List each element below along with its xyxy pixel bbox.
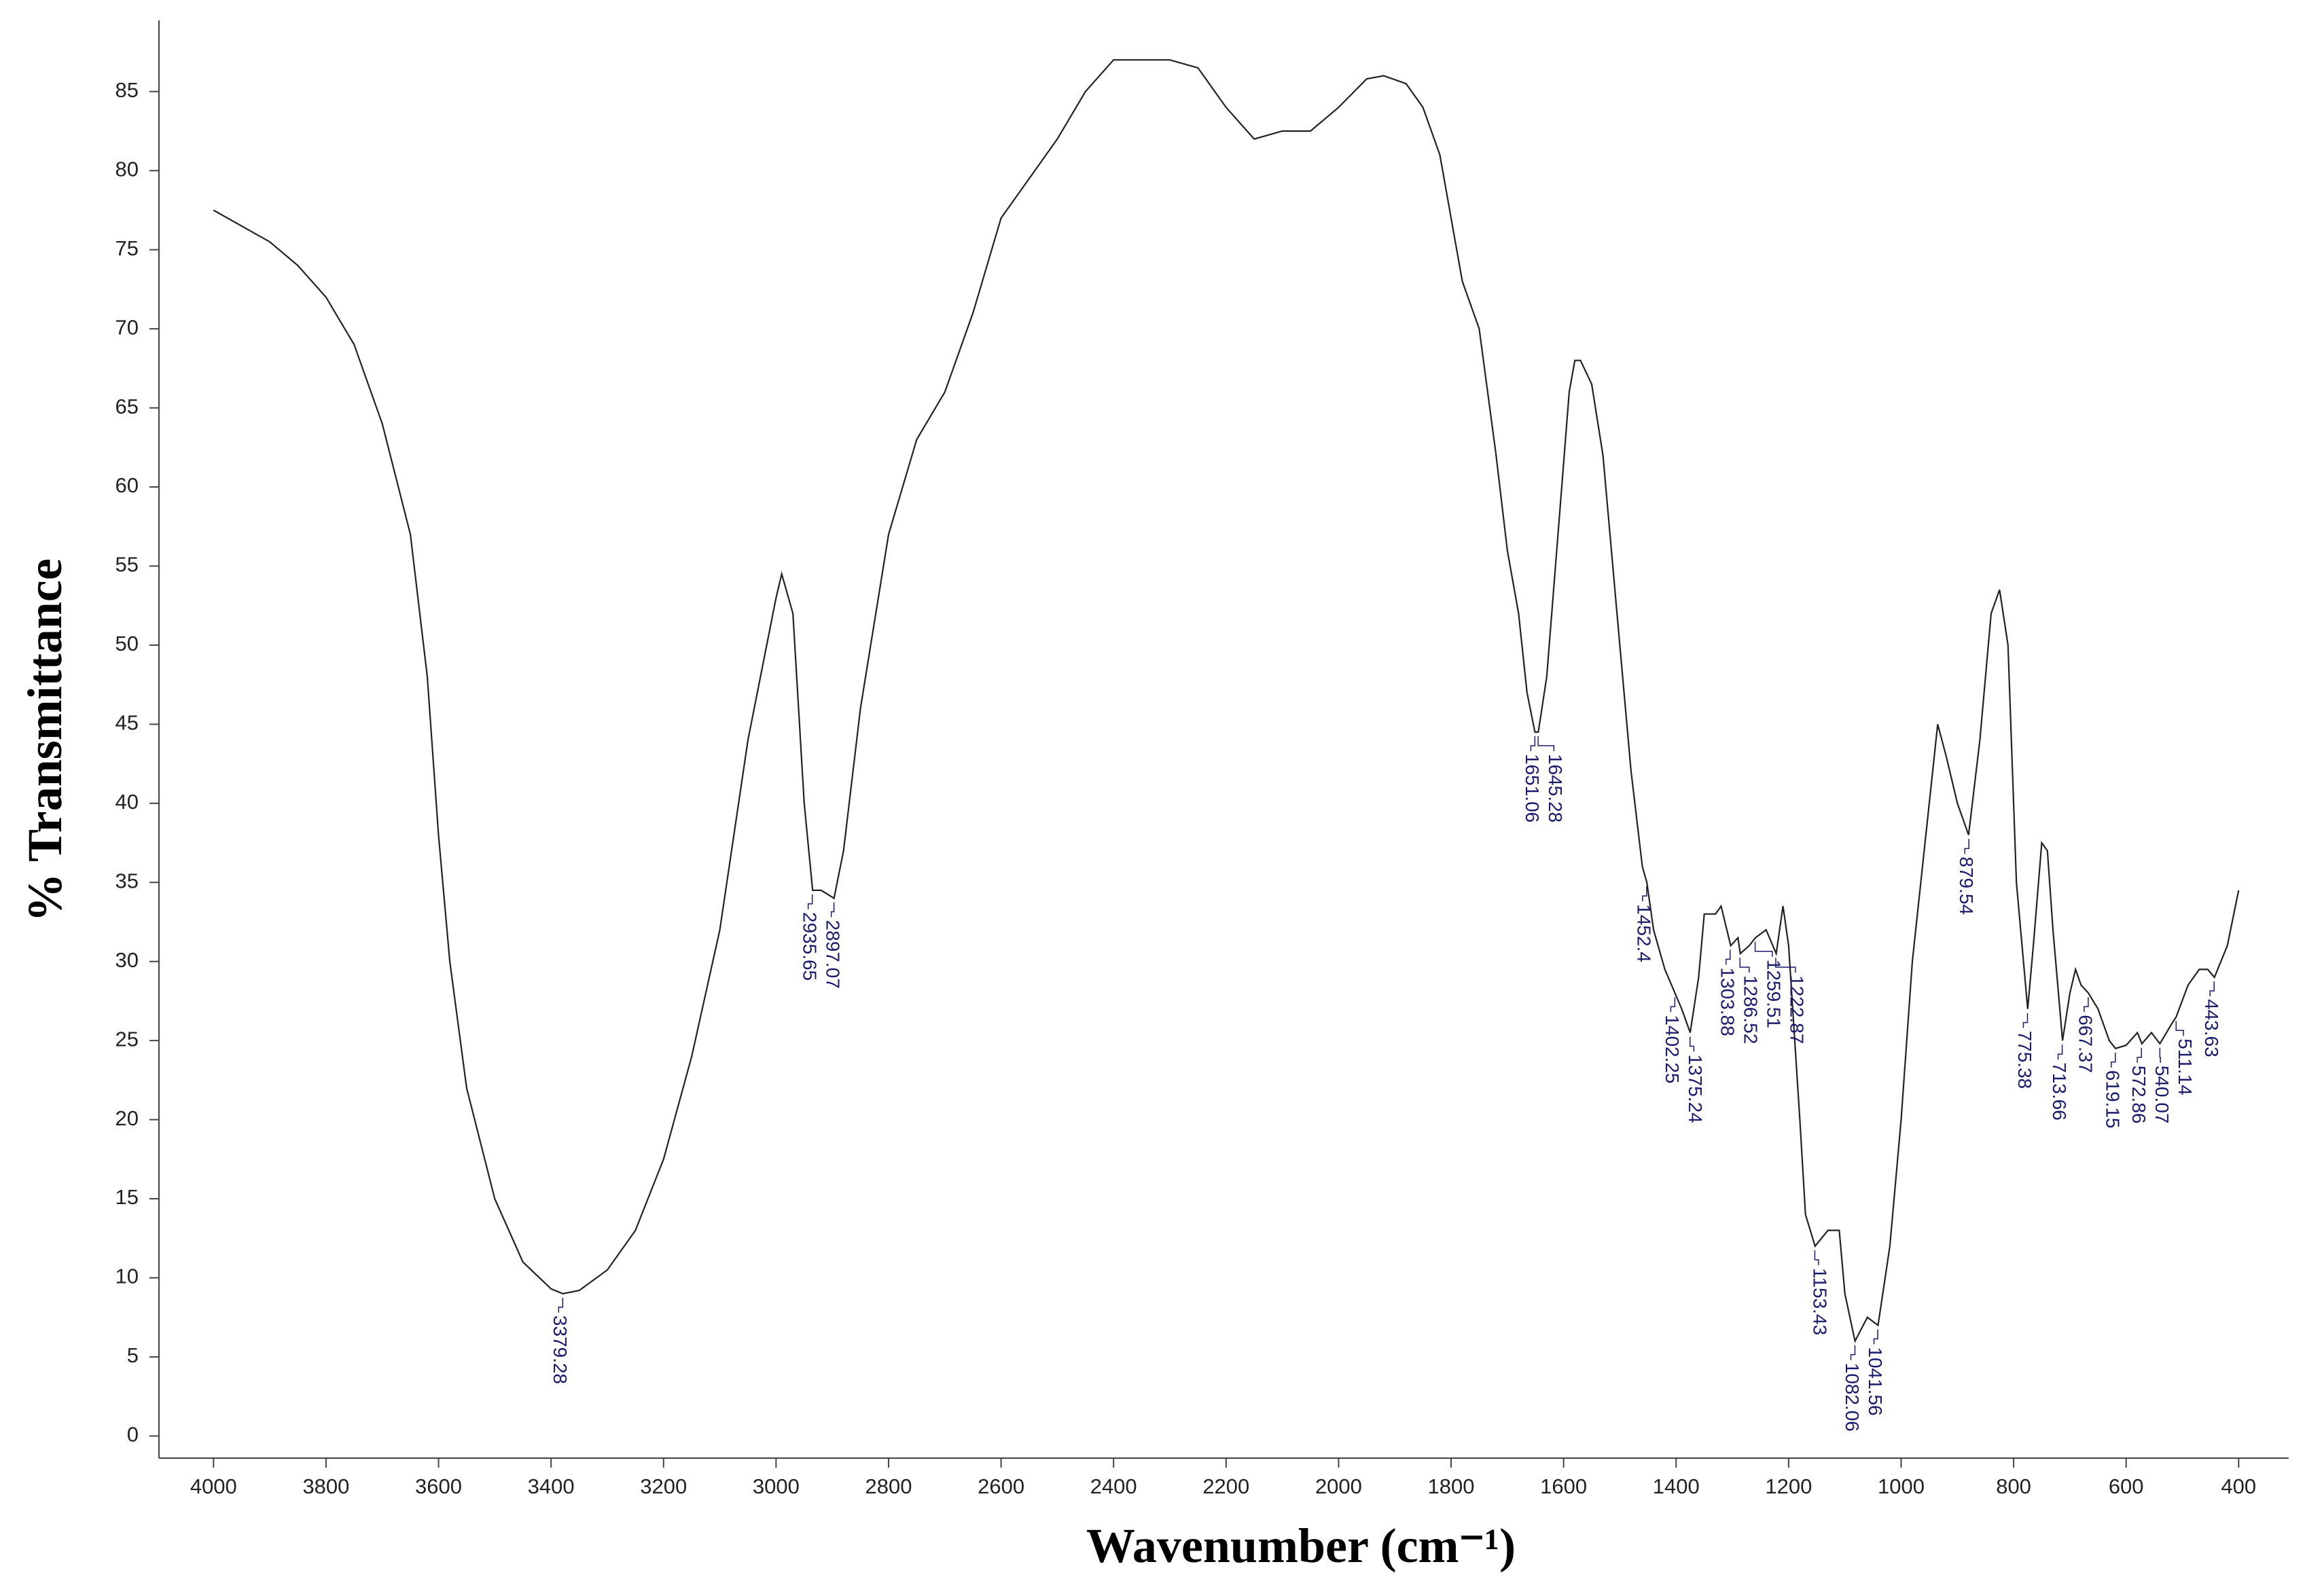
x-tick-label: 1600 — [1540, 1474, 1587, 1498]
x-tick-label: 2800 — [865, 1474, 912, 1498]
peak-label: 667.37 — [2075, 1015, 2096, 1073]
peak-label: 1082.06 — [1842, 1363, 1863, 1432]
x-tick-label: 1400 — [1653, 1474, 1700, 1498]
peak-label: 1041.56 — [1865, 1347, 1886, 1415]
peak-label: 572.86 — [2128, 1066, 2149, 1124]
annotation-leader — [1670, 997, 1676, 1013]
peak-label: 1303.88 — [1717, 967, 1738, 1036]
peak-label: 443.63 — [2201, 999, 2222, 1057]
peak-label: 619.15 — [2102, 1070, 2123, 1129]
x-tick-label: 3600 — [415, 1474, 462, 1498]
y-tick-label: 65 — [115, 395, 139, 418]
y-tick-label: 50 — [115, 632, 139, 655]
peak-label: 1651.06 — [1522, 754, 1543, 822]
annotation-leader — [2057, 1045, 2063, 1060]
annotation-leader — [2084, 997, 2089, 1013]
peak-label: 1153.43 — [1809, 1268, 1830, 1335]
peak-label: 1222.87 — [1786, 975, 1807, 1044]
annotation-leader — [1690, 1036, 1695, 1052]
peak-label: 3379.28 — [550, 1316, 571, 1384]
annotation-leader — [2209, 981, 2215, 996]
x-tick-label: 1000 — [1878, 1474, 1925, 1498]
annotation-leader — [2111, 1052, 2116, 1068]
y-tick-label: 55 — [115, 553, 139, 577]
annotation-leader — [1642, 886, 1647, 902]
y-tick-label: 10 — [115, 1265, 139, 1288]
x-tick-label: 800 — [1996, 1474, 2031, 1498]
y-tick-label: 25 — [115, 1027, 139, 1051]
x-tick-label: 3400 — [528, 1474, 575, 1498]
annotation-leader — [1850, 1345, 1856, 1360]
x-tick-label: 1200 — [1765, 1474, 1812, 1498]
y-tick-label: 15 — [115, 1185, 139, 1209]
annotation-leader — [1964, 839, 1969, 854]
peak-label: 1259.51 — [1763, 960, 1784, 1028]
y-tick-label: 60 — [115, 473, 139, 497]
x-tick-label: 3000 — [753, 1474, 800, 1498]
x-tick-label: 3200 — [640, 1474, 687, 1498]
y-tick-label: 70 — [115, 315, 139, 339]
y-tick-label: 5 — [127, 1343, 139, 1367]
x-tick-label: 2400 — [1090, 1474, 1137, 1498]
annotation-leader — [558, 1297, 564, 1313]
peak-label: 1375.24 — [1685, 1055, 1706, 1123]
annotation-leader — [1754, 941, 1773, 957]
peak-label: 2935.65 — [799, 912, 820, 981]
x-tick-label: 600 — [2109, 1474, 2144, 1498]
y-axis-title: % Transmittance — [18, 558, 72, 922]
y-tick-label: 30 — [115, 948, 139, 972]
peak-label: 511.14 — [2175, 1038, 2196, 1095]
x-tick-label: 1800 — [1428, 1474, 1475, 1498]
annotation-leader — [1530, 736, 1536, 752]
annotation-leader — [1775, 958, 1796, 973]
annotation-leader — [830, 902, 835, 918]
peak-label: 775.38 — [2014, 1031, 2035, 1089]
x-tick-label: 400 — [2221, 1474, 2256, 1498]
spectrum-line — [213, 59, 2240, 1343]
annotation-leader — [1726, 949, 1731, 965]
annotation-leader — [2022, 1013, 2029, 1028]
y-tick-label: 40 — [115, 790, 139, 814]
annotation-leader — [2175, 1021, 2184, 1036]
peak-label: 1452.4 — [1633, 904, 1654, 962]
peak-label: 2897.07 — [822, 920, 843, 989]
x-axis-title: Wavenumber (cm⁻¹) — [1086, 1519, 1516, 1573]
x-tick-label: 2200 — [1202, 1474, 1249, 1498]
x-tick-label: 2600 — [978, 1474, 1024, 1498]
peak-label: 879.54 — [1956, 856, 1977, 915]
annotation-leader — [1873, 1329, 1878, 1345]
y-tick-label: 20 — [115, 1106, 139, 1130]
annotation-leader — [807, 894, 813, 909]
y-tick-label: 80 — [115, 157, 139, 181]
y-tick-label: 85 — [115, 78, 139, 102]
x-tick-label: 3800 — [302, 1474, 349, 1498]
x-tick-label: 4000 — [190, 1474, 237, 1498]
peak-label: 1286.52 — [1740, 975, 1761, 1044]
peak-label: 540.07 — [2151, 1066, 2173, 1124]
x-tick-label: 2000 — [1315, 1474, 1362, 1498]
peak-label: 713.66 — [2049, 1062, 2070, 1121]
annotation-leader — [2137, 1047, 2142, 1063]
y-tick-label: 35 — [115, 869, 139, 892]
y-tick-label: 0 — [127, 1423, 139, 1447]
annotation-leader — [1537, 736, 1555, 752]
annotation-leader — [1739, 958, 1750, 973]
y-tick-label: 75 — [115, 236, 139, 260]
annotation-leader — [1814, 1250, 1819, 1265]
peak-label: 1645.28 — [1545, 754, 1566, 822]
peak-label: 1402.25 — [1662, 1015, 1683, 1083]
y-tick-label: 45 — [115, 711, 139, 735]
